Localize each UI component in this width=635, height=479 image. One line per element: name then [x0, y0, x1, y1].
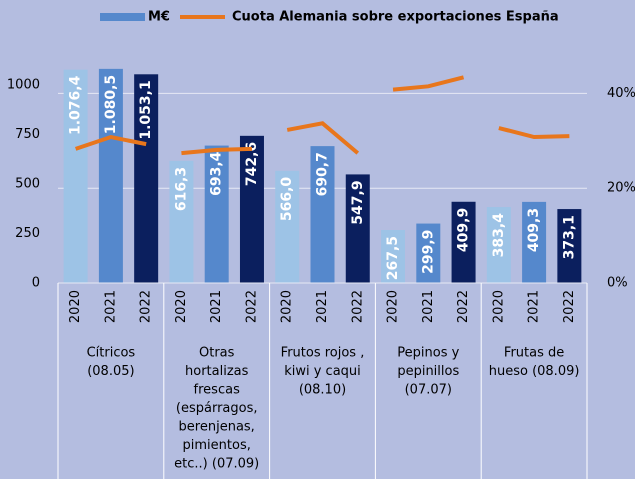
x-tick-label: 2020: [280, 290, 295, 323]
x-tick-label: 2020: [68, 290, 83, 323]
value-label: 1.076,4: [68, 75, 84, 135]
group-label: pimientos,: [183, 438, 251, 453]
group-label: hortalizas: [185, 364, 249, 379]
bar: [522, 201, 547, 283]
y-tick-label: 750: [15, 127, 40, 142]
bar: [98, 68, 123, 283]
y-tick-label: 250: [15, 226, 40, 241]
y-tick-label: 0: [32, 276, 40, 291]
x-tick-label: 2021: [103, 290, 118, 323]
value-label: 373,1: [561, 215, 577, 259]
group-label: Frutos rojos ,: [281, 346, 365, 361]
value-label: 566,0: [279, 177, 295, 222]
y-tick-label: 500: [15, 176, 40, 191]
group-label: Frutas de: [504, 346, 564, 361]
y2-tick-label: 40%: [607, 86, 635, 101]
bar: [239, 135, 264, 283]
group-label: pepinillos: [397, 364, 459, 379]
y-tick-label: 1000: [7, 77, 40, 92]
value-label: 409,3: [526, 208, 542, 252]
bar: [275, 170, 300, 283]
group-label: (espárragos,: [176, 401, 258, 416]
group-label: kiwi y caqui: [284, 364, 361, 379]
value-label: 409,9: [456, 208, 472, 252]
group-label: (08.10): [299, 383, 346, 398]
x-tick-label: 2022: [244, 290, 259, 323]
value-label: 547,9: [350, 180, 366, 224]
bar: [169, 160, 194, 283]
value-label: 383,4: [491, 213, 507, 258]
bar: [381, 229, 406, 283]
group-label: frescas: [194, 383, 241, 398]
group-label: (08.05): [87, 364, 134, 379]
y2-tick-label: 20%: [607, 181, 635, 196]
legend-swatch: [100, 13, 145, 21]
group-label: berenjenas,: [179, 420, 255, 435]
x-tick-label: 2021: [421, 290, 436, 323]
line-series: [181, 146, 253, 156]
group-label: (07.07): [405, 383, 452, 398]
bar: [416, 223, 441, 283]
line-series: [74, 134, 147, 151]
bar: [557, 209, 582, 283]
bar: [310, 146, 335, 283]
x-tick-label: 2020: [386, 290, 401, 323]
bar: [204, 145, 229, 283]
value-label: 1.080,5: [103, 75, 119, 134]
x-tick-label: 2022: [562, 290, 577, 323]
x-tick-label: 2022: [139, 290, 154, 323]
group-label: Otras: [199, 346, 235, 361]
x-tick-label: 2022: [350, 290, 365, 323]
group-label: hueso (08.09): [489, 364, 580, 379]
x-tick-label: 2020: [491, 290, 506, 323]
bar: [63, 69, 88, 283]
legend-label: M€: [148, 10, 170, 25]
line-series: [392, 75, 465, 92]
bar: [486, 207, 511, 283]
x-tick-label: 2020: [174, 290, 189, 323]
x-tick-label: 2021: [209, 290, 224, 323]
bar: [345, 174, 370, 283]
value-label: 1.053,1: [138, 80, 154, 139]
bar: [134, 74, 159, 283]
group-label: Cítricos: [87, 346, 136, 361]
value-label: 690,7: [315, 152, 331, 196]
group-label: etc..) (07.09): [174, 457, 259, 472]
x-tick-label: 2021: [527, 290, 542, 323]
x-tick-label: 2022: [456, 290, 471, 323]
value-label: 299,9: [420, 230, 436, 274]
line-series: [498, 126, 570, 140]
value-label: 693,4: [209, 151, 225, 196]
x-tick-label: 2021: [315, 290, 330, 323]
value-label: 616,3: [173, 167, 189, 211]
group-label: Pepinos y: [397, 346, 459, 361]
bar: [451, 201, 476, 283]
line-series: [286, 121, 360, 155]
value-label: 267,5: [385, 236, 401, 280]
y2-tick-label: 0%: [607, 276, 628, 291]
value-label: 742,6: [244, 142, 260, 186]
legend-label: Cuota Alemania sobre exportaciones Españ…: [232, 10, 559, 25]
